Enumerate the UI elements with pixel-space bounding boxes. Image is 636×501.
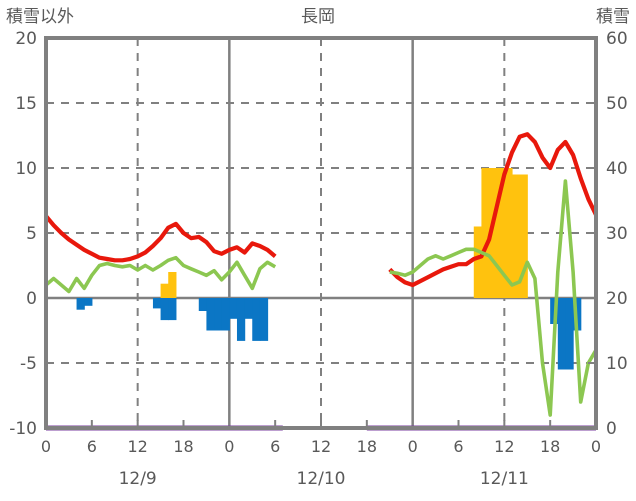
snow-change-bar (557, 298, 567, 370)
x-axis-tick-label: 6 (453, 437, 463, 456)
precipitation-bar (496, 168, 505, 298)
x-axis-tick-label: 12 (494, 437, 514, 456)
y-axis-right-tick-label: 0 (606, 419, 617, 439)
y-axis-right-tick-label: 50 (606, 94, 628, 114)
y-axis-left-tick-label: 0 (26, 289, 37, 309)
snow-change-bar (236, 298, 246, 341)
snow-change-bar (244, 298, 253, 319)
precipitation-bar (160, 283, 169, 298)
y-axis-right-tick-label: 40 (606, 159, 628, 179)
y-axis-right-tick-label: 30 (606, 224, 628, 244)
right-axis-title: 積雪 (596, 7, 630, 27)
y-axis-left-tick-label: 20 (15, 29, 37, 49)
x-axis-tick-label: 18 (173, 437, 193, 456)
x-axis-tick-label: 12 (311, 437, 331, 456)
y-axis-left-tick-label: -5 (20, 354, 37, 374)
y-axis-right-tick-label: 10 (606, 354, 628, 374)
snow-change-bar (206, 298, 215, 331)
x-axis-tick-label: 12 (127, 437, 147, 456)
snow-change-bar (229, 298, 238, 319)
snow-change-bar (76, 298, 85, 310)
x-axis-tick-label: 18 (357, 437, 377, 456)
precipitation-bar (519, 174, 528, 298)
green-line-series (389, 179, 598, 417)
x-axis-date-label: 12/10 (297, 469, 346, 489)
x-axis-tick-label: 0 (224, 437, 234, 456)
red-line-series (388, 132, 598, 288)
red-line-series (44, 214, 277, 263)
snow-change-bar (221, 298, 230, 331)
precipitation-bar (168, 272, 177, 298)
precipitation-bar (504, 168, 513, 298)
snow-change-bar (168, 298, 177, 321)
y-axis-right-tick-label: 60 (606, 29, 628, 49)
x-axis-tick-label: 0 (591, 437, 601, 456)
snow-change-bar (252, 298, 261, 341)
y-axis-left-tick-label: 5 (26, 224, 37, 244)
snow-change-bar (214, 298, 223, 331)
x-axis-tick-label: 0 (41, 437, 51, 456)
x-axis-date-label: 12/11 (480, 469, 529, 489)
y-axis-right-tick-label: 20 (606, 289, 628, 309)
precipitation-bar (473, 226, 483, 298)
y-axis-left-tick-label: 10 (15, 159, 37, 179)
x-axis-tick-label: 6 (87, 437, 97, 456)
green-line-series (44, 255, 277, 294)
snow-change-bar (160, 298, 169, 321)
snow-change-bar (198, 298, 208, 311)
left-axis-title: 積雪以外 (6, 7, 74, 27)
x-axis-date-label: 12/9 (119, 469, 157, 489)
x-axis-tick-label: 18 (540, 437, 560, 456)
snow-change-bar (152, 298, 162, 309)
y-axis-left-tick-label: 15 (15, 94, 37, 114)
precipitation-bar (481, 168, 490, 298)
precipitation-bar (511, 174, 521, 298)
snow-change-bar (565, 298, 574, 370)
snow-change-bar (259, 298, 269, 341)
chart-title: 長岡 (301, 7, 335, 27)
y-axis-left-tick-label: -10 (9, 419, 37, 439)
x-axis-tick-label: 6 (270, 437, 280, 456)
x-axis-tick-label: 0 (408, 437, 418, 456)
precipitation-bar (489, 168, 498, 298)
snow-change-bar (84, 298, 93, 306)
